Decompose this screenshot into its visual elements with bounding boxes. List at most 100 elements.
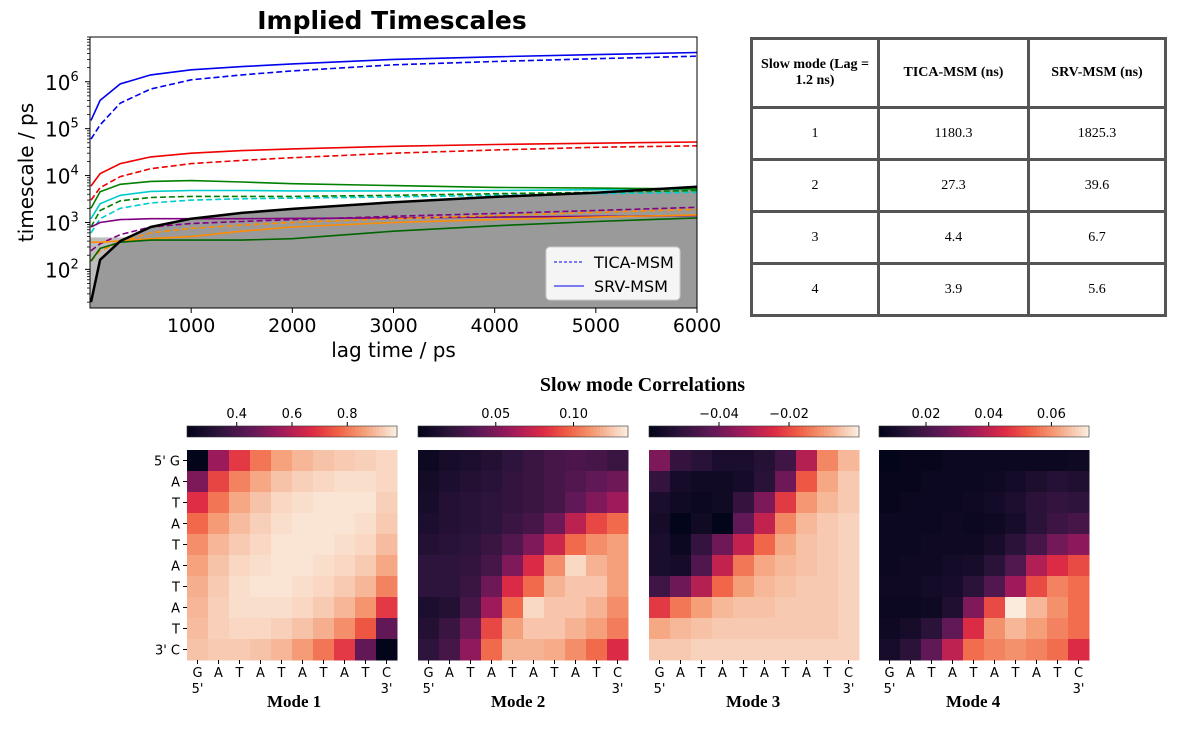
heatmap-cell — [963, 555, 985, 577]
heatmap-cell — [502, 450, 524, 472]
heatmap-cell — [607, 513, 629, 535]
heatmap-cell — [544, 639, 566, 661]
colorbar-segment — [435, 426, 440, 437]
heatmap-cell — [691, 471, 713, 493]
heatmap-cell — [586, 618, 608, 640]
x-tick-label: 1000 — [167, 315, 215, 337]
colorbar-segment — [789, 426, 794, 437]
heatmap-cell — [670, 639, 692, 661]
heatmap-cell — [921, 639, 943, 661]
heatmap-cell — [418, 576, 440, 598]
heatmap-cell — [187, 576, 209, 598]
heatmap-cell — [565, 471, 587, 493]
heatmap-cell — [376, 492, 398, 514]
heatmap-cell — [586, 639, 608, 661]
heatmap-cell — [1047, 597, 1069, 619]
heatmap-cell — [984, 555, 1006, 577]
heatmap-cell — [775, 450, 797, 472]
heatmap-cell — [334, 618, 356, 640]
heatmap-cell — [754, 450, 776, 472]
colorbar-segment — [1085, 426, 1090, 437]
heatmap-cell — [733, 492, 755, 514]
colorbar-segment — [467, 426, 472, 437]
colorbar-segment — [680, 426, 685, 437]
colorbar-segment — [365, 426, 370, 437]
heatmap-cell — [292, 597, 314, 619]
heatmap-cell — [355, 597, 377, 619]
colorbar-segment — [281, 426, 286, 437]
colorbar-segment — [582, 426, 587, 437]
heatmap-cell — [229, 597, 251, 619]
heatmap-cell — [607, 576, 629, 598]
heatmap-cell — [1068, 576, 1090, 598]
heatmap-cell — [481, 450, 503, 472]
y-tick-label: T — [171, 623, 180, 638]
heatmap-cell — [733, 555, 755, 577]
heatmap-cell — [733, 639, 755, 661]
heatmap-cell — [838, 492, 860, 514]
colorbar-tick-label: −0.02 — [769, 407, 809, 422]
colorbar-segment — [712, 426, 717, 437]
heatmap-cell — [733, 534, 755, 556]
colorbar-segment — [568, 426, 573, 437]
heatmap-cell — [1047, 534, 1069, 556]
heatmap-cell — [817, 492, 839, 514]
colorbar-segment — [544, 426, 549, 437]
heatmap-cell — [187, 555, 209, 577]
heatmap-cell — [712, 555, 734, 577]
heatmap-cell — [292, 450, 314, 472]
heatmap-cell — [1068, 534, 1090, 556]
colorbar-segment — [729, 426, 734, 437]
colorbar-segment — [495, 426, 500, 437]
colorbar-segment — [239, 426, 244, 437]
heatmap-cell — [355, 555, 377, 577]
colorbar-segment — [1029, 426, 1034, 437]
heatmap-cell — [481, 534, 503, 556]
heatmap-cell — [250, 639, 272, 661]
heatmap-cell — [565, 492, 587, 514]
colorbar-segment — [232, 426, 237, 437]
heatmap-cell — [1068, 597, 1090, 619]
colorbar-segment — [204, 426, 209, 437]
mode-4-label: Mode 4 — [946, 692, 1001, 711]
heatmap-cell — [334, 450, 356, 472]
colorbar-segment — [460, 426, 465, 437]
table-cell: 4.4 — [877, 210, 1030, 265]
heatmap-cell — [229, 450, 251, 472]
heatmap-cell — [229, 639, 251, 661]
heatmap-cell — [376, 597, 398, 619]
heatmap-cell — [1026, 492, 1048, 514]
colorbar-segment — [369, 426, 374, 437]
heatmap-cell — [376, 513, 398, 535]
heatmap-cell — [439, 576, 461, 598]
heatmap-cell — [229, 576, 251, 598]
table-cell: 3.9 — [877, 262, 1030, 317]
x-tick-label: A — [948, 666, 957, 681]
colorbar-segment — [253, 426, 258, 437]
x-tick-label: C — [1074, 666, 1083, 681]
heatmap-cell — [984, 450, 1006, 472]
heatmap-cell — [796, 513, 818, 535]
heatmap-cell — [418, 450, 440, 472]
heatmap-cell — [208, 513, 230, 535]
heatmap-cell — [900, 450, 922, 472]
heatmap-cell — [544, 492, 566, 514]
colorbar-segment — [540, 426, 545, 437]
x-end-label: 3' — [381, 682, 393, 697]
colorbar-segment — [222, 426, 227, 437]
heatmap-cell — [984, 597, 1006, 619]
heatmap-cell — [754, 639, 776, 661]
heatmap-cell — [1047, 576, 1069, 598]
colorbar-segment — [924, 426, 929, 437]
heatmap-cell — [376, 450, 398, 472]
heatmap-cell — [544, 618, 566, 640]
x-tick-label: T — [739, 666, 748, 681]
heatmap-cell — [942, 597, 964, 619]
heatmap-cell — [754, 513, 776, 535]
heatmap-cell — [1068, 471, 1090, 493]
heatmap-cell — [900, 555, 922, 577]
heatmap-cell — [250, 513, 272, 535]
heatmap-cell — [838, 513, 860, 535]
heatmap-cell — [1005, 618, 1027, 640]
heatmap-cell — [838, 597, 860, 619]
